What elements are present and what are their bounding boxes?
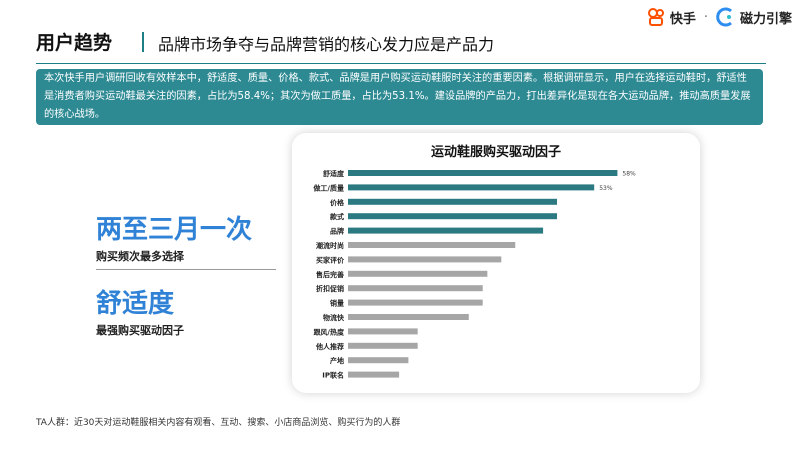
- kuaishou-brand-text: 快手: [669, 11, 696, 27]
- chart-title: 运动鞋服购买驱动因子: [430, 145, 561, 160]
- bar: [348, 184, 595, 191]
- cili-logo-icon: [716, 7, 732, 27]
- title-bar: 用户趋势 品牌市场争夺与品牌营销的核心发力应是产品力: [0, 18, 802, 68]
- bar: [348, 314, 469, 320]
- category-label: 舒适度: [323, 169, 345, 178]
- page-subtitle: 品牌市场争夺与品牌营销的核心发力应是产品力: [158, 35, 495, 54]
- category-label: 跟风/热度: [313, 327, 345, 336]
- bar: [348, 328, 418, 335]
- chart-card: 运动鞋服购买驱动因子 舒适度 58% 做工/质量 53% 价格款式品牌潮流时尚买家评价售…: [292, 133, 700, 393]
- bar: [348, 198, 558, 205]
- callout-divider: [96, 269, 276, 270]
- category-label: 售后完善: [316, 270, 344, 279]
- callout-frequency-value: 两至三月一次: [96, 215, 253, 245]
- data-label: 58%: [622, 171, 636, 178]
- callout-frequency-label: 购买频次最多选择: [96, 250, 184, 263]
- kuaishou-logo-icon: [647, 8, 664, 26]
- category-label: 产地: [330, 356, 344, 365]
- data-label: 53%: [599, 185, 613, 192]
- summary-box: 本次快手用户调研回收有效样本中，舒适度、质量、价格、款式、品牌是用户购买运动鞋服…: [36, 69, 763, 125]
- bar: [348, 285, 483, 292]
- category-label: 物流快: [323, 313, 345, 322]
- brand-logos: 快手 · 磁力引擎: [646, 6, 792, 28]
- title-underline: [36, 63, 766, 64]
- callouts: 两至三月一次 购买频次最多选择 舒适度 最强购买驱动因子: [96, 214, 276, 356]
- category-label: 做工/质量: [312, 183, 344, 192]
- page-title: 用户趋势: [36, 32, 113, 54]
- bar: [348, 170, 618, 176]
- callout-driver: 舒适度 最强购买驱动因子: [96, 288, 276, 338]
- callout-driver-value: 舒适度: [96, 289, 175, 319]
- callout-frequency: 两至三月一次 购买频次最多选择: [96, 214, 276, 270]
- category-label: 款式: [330, 212, 344, 221]
- category-label: IP联名: [322, 371, 344, 380]
- bar: [348, 342, 418, 349]
- bar: [348, 242, 516, 248]
- callout-driver-label: 最强购买驱动因子: [96, 324, 184, 337]
- category-label: 折扣促销: [316, 284, 344, 293]
- bar: [348, 256, 502, 263]
- category-label: 销量: [329, 299, 344, 308]
- bar: [348, 299, 483, 306]
- bar: [348, 270, 488, 277]
- title-divider: [142, 32, 144, 52]
- cili-brand-text: 磁力引擎: [739, 11, 792, 27]
- bar: [348, 357, 409, 364]
- bar-chart: 舒适度 58% 做工/质量 53% 价格款式品牌潮流时尚买家评价售后完善折扣促销销量物流…: [312, 169, 636, 380]
- bar: [348, 227, 544, 234]
- footnote: TA人群：近30天对运动鞋服相关内容有观看、互动、搜索、小店商品浏览、购买行为的…: [36, 418, 401, 428]
- bar: [348, 213, 558, 220]
- category-label: 价格: [330, 198, 345, 207]
- category-label: 他人推荐: [315, 342, 344, 351]
- category-label: 品牌: [330, 227, 344, 236]
- bar: [348, 371, 400, 378]
- brand-separator: ·: [703, 9, 708, 25]
- category-label: 买家评价: [316, 255, 345, 264]
- category-label: 潮流时尚: [316, 241, 344, 250]
